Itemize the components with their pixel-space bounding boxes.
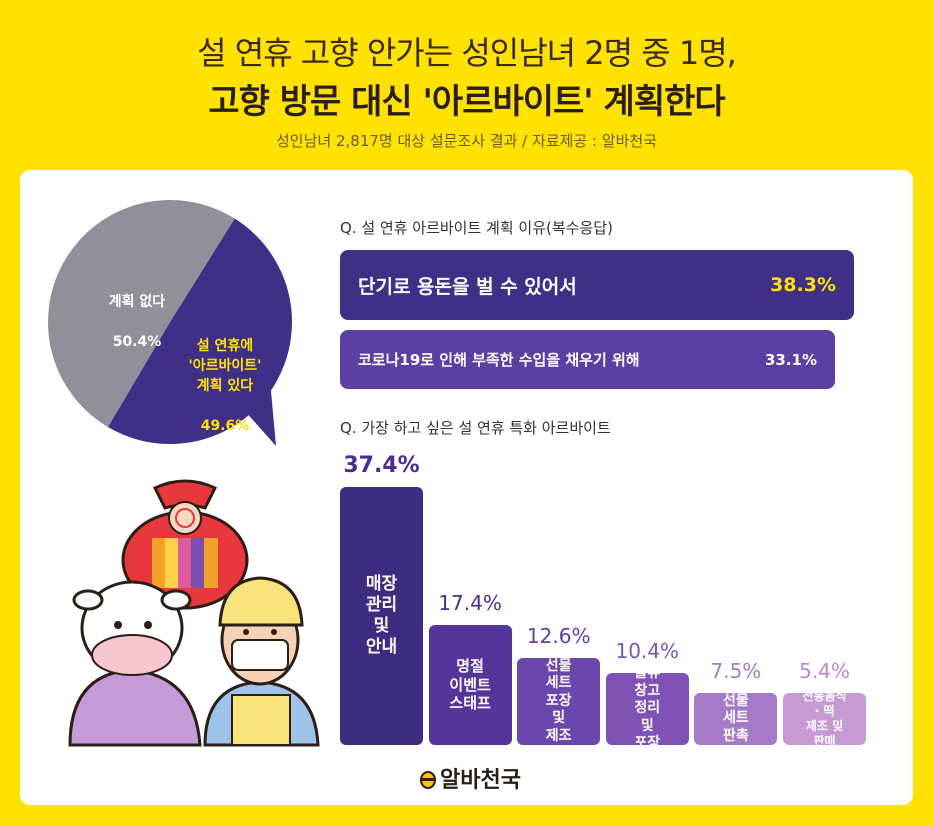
title-line-2: 고향 방문 대신 '아르바이트' 계획한다 [208,82,725,122]
bee-icon [420,771,436,789]
reason-value-2: 33.1% [764,350,817,369]
job-bar-value: 10.4% [615,639,680,664]
job-bar-value: 12.6% [526,624,591,649]
pie-no-plan-value: 50.4% [112,334,162,350]
pie-svg [47,199,292,446]
subtitle: 성인남녀 2,817명 대상 설문조사 결과 / 자료제공 : 알바천국 [276,132,657,150]
job-bar: 전통음식 · 떡 제조 및 판매 [783,689,866,748]
reasons-question: Q. 설 연휴 아르바이트 계획 이유(복수응답) [340,219,613,237]
pie-chart: 계획 없다 50.4% 설 연휴에 '아르바이트' 계획 있다 49.6% [47,199,308,464]
job-bar-value: 37.4% [343,453,420,478]
pie-label-plan: 설 연휴에 '아르바이트' 계획 있다 49.6% [170,316,280,456]
pie-no-plan-text: 계획 없다 [108,294,166,310]
title-line-1: 설 연휴 고향 안가는 성인남녀 2명 중 1명, [197,34,737,72]
pie-plan-text: 설 연휴에 '아르바이트' 계획 있다 [188,338,262,394]
job-bar: 물류 창고 정리 및 포장 [605,665,689,751]
brand-logo: 알바천국 [418,762,521,794]
lucky-bag-icon [121,479,249,627]
job-bar: 선물 세트 판촉 [694,693,778,745]
job-bar-value: 5.4% [799,659,850,683]
job-bar-value: 17.4% [438,590,502,615]
reason-bar-1: 단기로 용돈을 벌 수 있어서 38.3% [340,250,854,320]
cow-icon [68,580,202,747]
pie-label-no-plan: 계획 없다 50.4% [92,272,182,372]
pie-slice [107,218,292,444]
brand-name: 알바천국 [440,768,521,793]
reason-label-2: 코로나19로 인해 부족한 수입을 채우기 위해 [358,351,640,369]
pie-tail [244,380,276,446]
job-bar-value: 7.5% [710,659,762,683]
job-bar: 선물 세트 포장 및 제조 [517,658,601,745]
reason-label-1: 단기로 용돈을 벌 수 있어서 [358,275,577,298]
reason-value-1: 38.3% [770,274,836,296]
job-bar: 매장 관리 및 안내 [340,487,423,745]
job-bar: 명절 이벤트 스태프 [428,624,512,745]
pie-slice [47,199,235,428]
jobs-question: Q. 가장 하고 싶은 설 연휴 특화 아르바이트 [340,419,611,437]
worker-icon [203,576,320,747]
reason-bar-2: 코로나19로 인해 부족한 수입을 채우기 위해 33.1% [340,330,835,389]
pie-plan-value: 49.6% [200,418,250,434]
illustration [68,479,320,747]
